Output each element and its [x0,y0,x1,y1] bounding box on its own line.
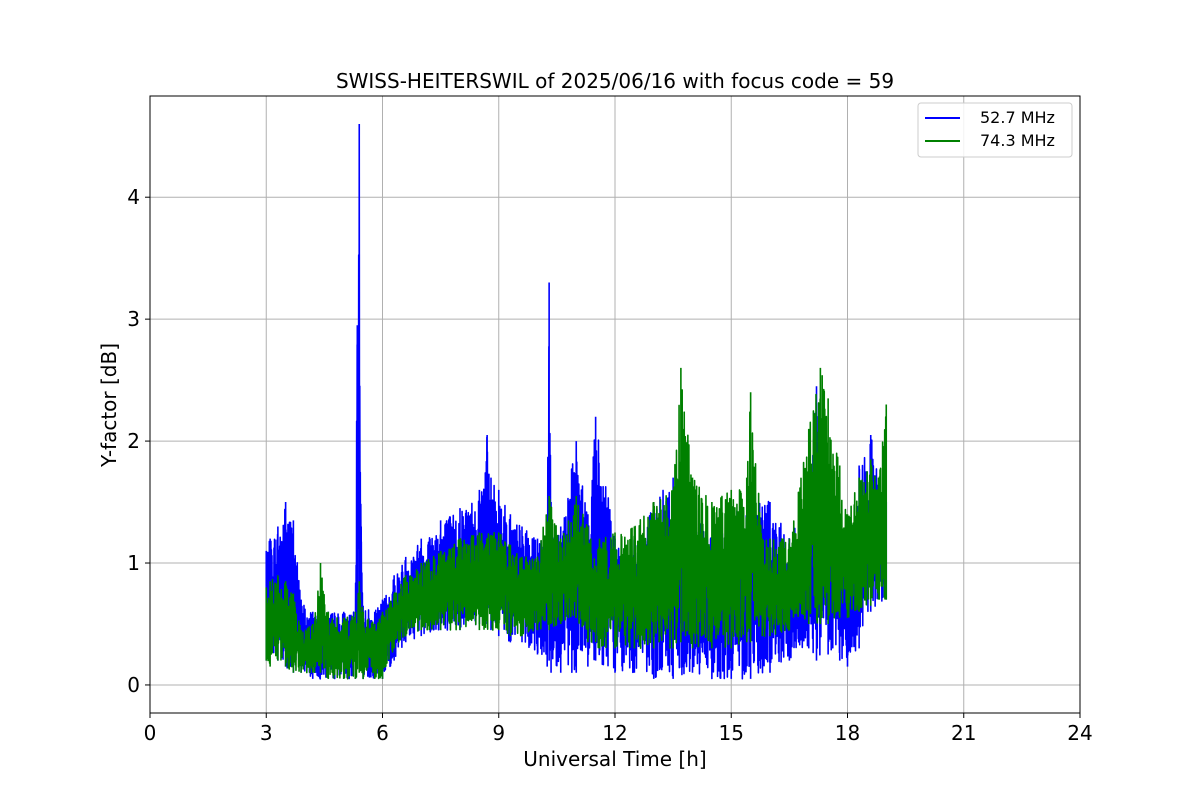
x-tick-label: 9 [492,721,505,745]
legend-label-52-7-mhz: 52.7 MHz [980,108,1055,127]
y-tick-label: 4 [127,185,140,209]
x-tick-label: 21 [951,721,976,745]
grid [149,96,1081,713]
series-layer [265,124,888,680]
x-tick-label: 15 [719,721,744,745]
y-tick-label: 0 [127,673,140,697]
legend-box [917,102,1073,158]
legend-label-74-3-mhz: 74.3 MHz [980,131,1055,150]
x-tick-label: 24 [1067,721,1092,745]
y-axis: 0 1 2 3 4 [127,185,150,697]
chart-title: SWISS-HEITERSWIL of 2025/06/16 with focu… [336,69,894,93]
x-tick-label: 12 [602,721,627,745]
x-axis-label: Universal Time [h] [523,747,706,771]
y-axis-label: Y-factor [dB] [97,343,121,468]
x-tick-label: 6 [376,721,389,745]
y-tick-label: 1 [127,551,140,575]
legend: 52.7 MHz 74.3 MHz [917,102,1073,158]
series-line-2 [265,367,888,680]
x-axis: 0 3 6 9 12 15 18 21 24 [144,713,1093,745]
y-tick-label: 3 [127,307,140,331]
x-tick-label: 3 [260,721,273,745]
x-tick-label: 0 [144,721,157,745]
x-tick-label: 18 [835,721,860,745]
y-tick-label: 2 [127,429,140,453]
